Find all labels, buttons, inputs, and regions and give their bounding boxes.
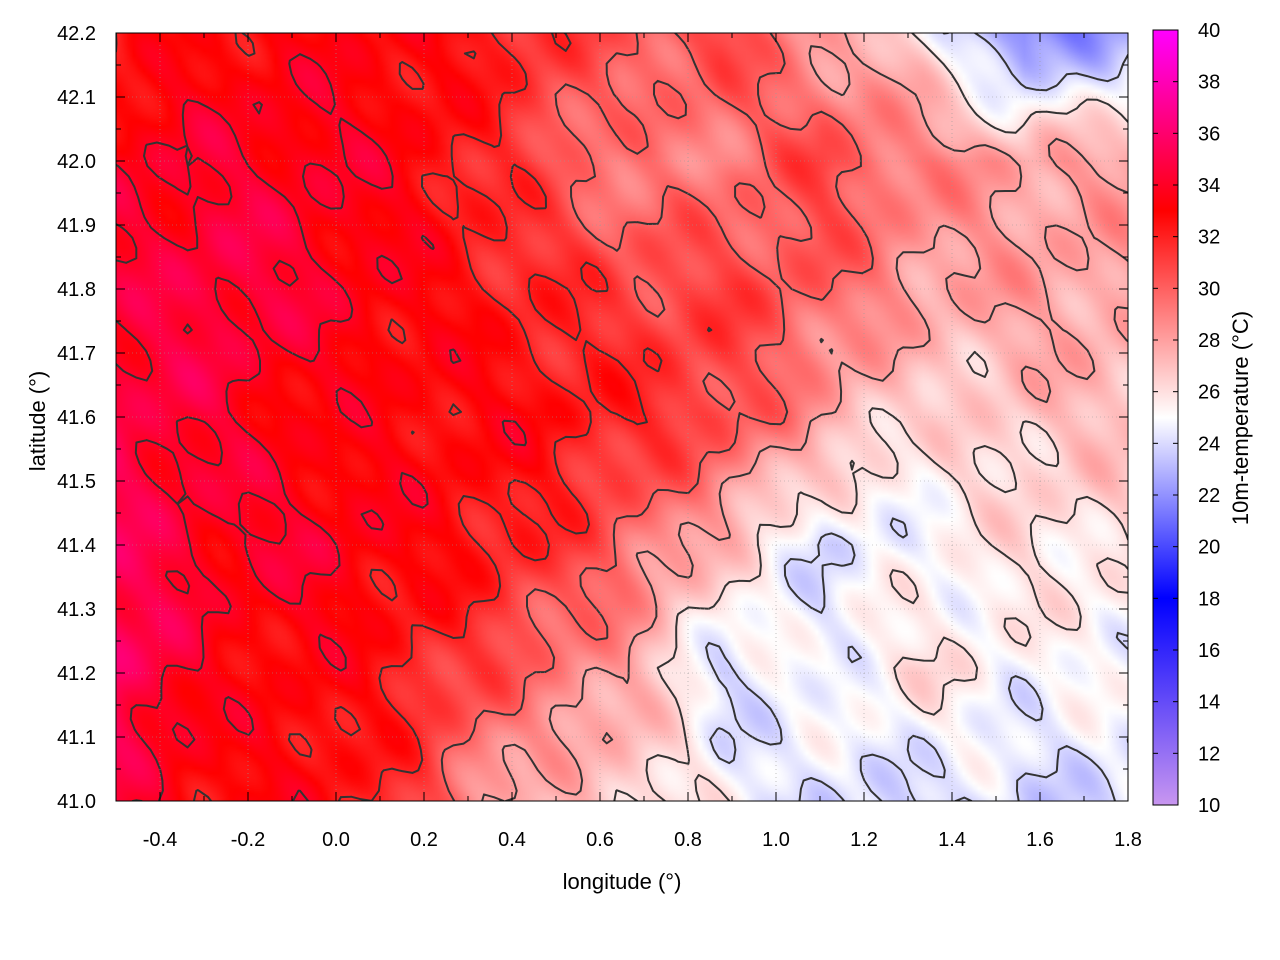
- x-tick-labels: -0.4 -0.2 0.0 0.2 0.4 0.6 0.8 1.0 1.2 1.4 1.6 1.8: [143, 829, 1142, 851]
- colorbar-tick-label: 40: [1198, 20, 1220, 42]
- colorbar-tick-label: 12: [1198, 743, 1220, 765]
- colorbar-tick-label: 18: [1198, 588, 1220, 610]
- colorbar-tick-labels: 10 12 14 16 18 20 22 24 26 28 30 32 34 36 38 40: [1198, 20, 1220, 817]
- colorbar-ticks: [1153, 29, 1178, 806]
- contour-line: [116, 53, 527, 801]
- y-tick-label: 41.0: [57, 791, 96, 813]
- y-tick-label: 41.4: [57, 535, 96, 557]
- y-tick-label: 41.6: [57, 407, 96, 429]
- colorbar-tick-label: 16: [1198, 640, 1220, 662]
- y-tick-label: 41.7: [57, 343, 96, 365]
- y-tick-label: 41.1: [57, 727, 96, 749]
- plot-area: [115, 32, 1129, 802]
- colorbar: 10 12 14 16 18 20 22 24 26 28 30 32 34 36 38 40 10m-tem…: [1152, 20, 1253, 817]
- x-axis-title: longitude (°): [563, 869, 682, 894]
- colorbar-tick-label: 34: [1198, 175, 1220, 197]
- colorbar-tick-label: 20: [1198, 537, 1220, 559]
- colorbar-tick-label: 30: [1198, 278, 1220, 300]
- y-tick-label: 41.2: [57, 663, 96, 685]
- x-tick-label: 1.2: [850, 829, 878, 851]
- colorbar-tick-label: 22: [1198, 485, 1220, 507]
- colorbar-tick-label: 38: [1198, 72, 1220, 94]
- colorbar-tick-label: 14: [1198, 692, 1220, 714]
- y-tick-label: 42.1: [57, 87, 96, 109]
- x-tick-label: 0.6: [586, 829, 614, 851]
- y-tick-labels: 41.0 41.1 41.2 41.3 41.4 41.5 41.6 41.7 41.8 41.9…: [57, 23, 96, 813]
- x-tick-label: 1.4: [938, 829, 966, 851]
- y-tick-label: 41.8: [57, 279, 96, 301]
- y-tick-label: 42.0: [57, 151, 96, 173]
- colorbar-tick-label: 26: [1198, 382, 1220, 404]
- colorbar-tick-label: 28: [1198, 330, 1220, 352]
- colorbar-tick-label: 32: [1198, 227, 1220, 249]
- axis-ticks: [116, 32, 1129, 802]
- y-tick-label: 42.2: [57, 23, 96, 45]
- colorbar-tick-label: 24: [1198, 433, 1220, 455]
- colorbar-title: 10m-temperature (°C): [1228, 311, 1253, 525]
- y-tick-label: 41.5: [57, 471, 96, 493]
- grid-lines: [116, 32, 1129, 802]
- colorbar-gradient: [1152, 29, 1179, 806]
- colorbar-tick-label: 36: [1198, 123, 1220, 145]
- x-tick-label: -0.2: [231, 829, 265, 851]
- y-axis-title: latitude (°): [25, 371, 50, 472]
- x-tick-label: 0.4: [498, 829, 526, 851]
- x-tick-label: 1.0: [762, 829, 790, 851]
- colorbar-tick-label: 10: [1198, 795, 1220, 817]
- x-tick-label: 0.8: [674, 829, 702, 851]
- x-tick-label: -0.4: [143, 829, 177, 851]
- contour-lines: [116, 33, 1128, 801]
- contour-line: [481, 33, 1128, 801]
- x-tick-label: 0.0: [322, 829, 350, 851]
- y-tick-label: 41.9: [57, 215, 96, 237]
- contour-line: [440, 33, 874, 801]
- x-tick-label: 1.8: [1114, 829, 1142, 851]
- x-tick-label: 0.2: [410, 829, 438, 851]
- x-tick-label: 1.6: [1026, 829, 1054, 851]
- y-tick-label: 41.3: [57, 599, 96, 621]
